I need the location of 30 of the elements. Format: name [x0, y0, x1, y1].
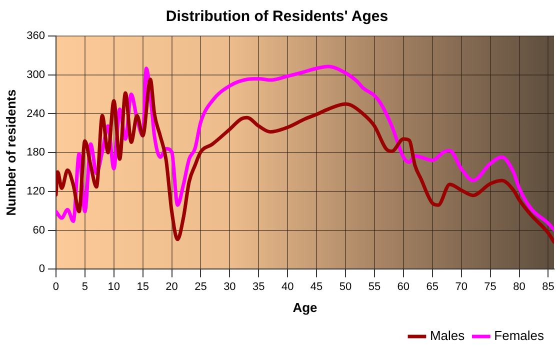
legend-label: Males	[430, 328, 466, 344]
x-tick-label: 35	[252, 280, 265, 293]
x-tick-label: 20	[166, 280, 178, 293]
y-tick-label: 60	[32, 224, 45, 236]
x-tick-label: 65	[426, 280, 439, 293]
x-tick-label: 60	[397, 280, 410, 293]
y-axis-title: Number of residents	[3, 89, 18, 216]
x-tick-label: 80	[513, 280, 526, 293]
x-tick-label: 70	[455, 280, 468, 293]
y-tick-label: 300	[26, 68, 45, 81]
y-tick-label: 120	[26, 186, 45, 198]
x-tick-label: 45	[310, 280, 323, 293]
y-tick-label: 180	[26, 146, 45, 159]
y-tick-label: 360	[26, 30, 45, 42]
x-tick-label: 75	[484, 280, 496, 293]
legend-label: Females	[494, 328, 544, 344]
x-tick-label: 40	[281, 280, 294, 293]
y-tick-label: 240	[26, 108, 45, 120]
x-tick-label: 85	[542, 280, 554, 293]
x-tick-label: 55	[368, 280, 381, 293]
x-tick-label: 5	[82, 280, 88, 293]
chart-title: Distribution of Residents' Ages	[166, 8, 388, 26]
x-axis-title: Age	[292, 300, 318, 315]
x-tick-label: 30	[224, 280, 236, 293]
x-tick-label: 0	[52, 280, 60, 293]
x-tick-label: 50	[339, 280, 352, 293]
x-tick-label: 10	[108, 280, 120, 293]
y-tick-label: 0	[38, 263, 45, 276]
x-tick-label: 15	[136, 280, 149, 293]
x-tick-label: 25	[194, 280, 207, 293]
